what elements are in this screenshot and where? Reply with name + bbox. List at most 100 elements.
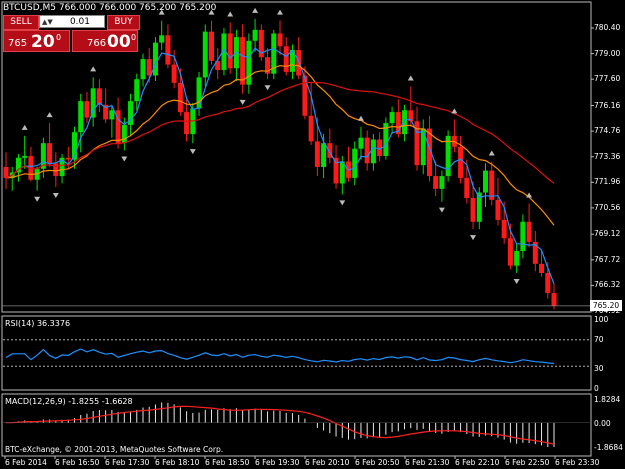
candle-body (358, 137, 364, 149)
candle-body (152, 42, 158, 76)
ma-21-line (5, 64, 555, 226)
buy-price-pips: 00 (107, 32, 131, 52)
buy-button[interactable]: BUY (107, 15, 140, 30)
candle-body (177, 82, 183, 113)
candle-body (364, 137, 370, 164)
candle-body (514, 251, 520, 266)
fractal-down-icon (52, 193, 59, 199)
candle-body (246, 40, 252, 85)
sell-price-pips: 20 (31, 32, 55, 52)
time-tick-label: 6 Feb 21:30 (405, 458, 450, 467)
candle-body (507, 238, 513, 266)
lot-size-value: 0.01 (69, 17, 90, 27)
candle-body (439, 176, 445, 189)
price-tick-label: 774.76 (594, 126, 621, 136)
rsi-label: RSI(14) 36.3376 (5, 319, 71, 328)
candle-body (134, 79, 140, 102)
candle-body (352, 148, 358, 178)
sell-button[interactable]: SELL (3, 15, 39, 30)
fractal-down-icon (239, 99, 246, 105)
fractal-down-icon (470, 235, 477, 241)
rsi-level-30: 30 (594, 364, 604, 373)
candle-body (296, 49, 302, 76)
time-tick-label: 6 Feb 22:50 (505, 458, 550, 467)
candle-body (209, 31, 214, 61)
candle-body (128, 101, 134, 125)
candle-body (221, 33, 227, 71)
ma-fast-line (5, 47, 555, 285)
fractal-up-icon (208, 9, 215, 15)
candle-body (464, 177, 470, 199)
fractal-down-icon (264, 85, 271, 91)
candle-body (308, 115, 314, 142)
candle-body (420, 128, 426, 166)
time-tick-label: 6 Feb 20:50 (355, 458, 400, 467)
candle-body (545, 272, 551, 294)
sell-price-fraction: 0 (56, 33, 62, 42)
rsi-panel-frame (1, 315, 592, 391)
current-price-label: 765.20 (590, 300, 622, 311)
macd-level-bottom: -1.8684 (594, 443, 623, 452)
candle-body (283, 46, 289, 72)
ma-50-line (5, 81, 555, 184)
sell-price-base: 765 (8, 38, 28, 49)
candle-body (72, 132, 77, 160)
fractal-up-icon (451, 108, 458, 114)
candle-body (84, 101, 90, 118)
candle-body (476, 192, 482, 222)
chart-title: BTCUSD,M5 766.000 766.000 765.200 765.20… (3, 3, 217, 13)
candle-body (215, 60, 221, 71)
fractal-down-icon (438, 207, 445, 213)
candle-body (321, 143, 327, 167)
candle-body (47, 143, 53, 164)
macd-signal-line (5, 405, 555, 445)
rsi-level-0: 0 (594, 384, 599, 393)
candle-body (15, 157, 21, 173)
candle-body (302, 75, 308, 116)
macd-level-top: 1.8284 (594, 395, 621, 404)
candle-body (489, 170, 495, 200)
candle-body (370, 139, 376, 164)
candle-body (28, 155, 34, 180)
fractal-up-icon (227, 11, 234, 17)
fractal-up-icon (488, 150, 495, 156)
fractal-up-icon (21, 124, 28, 130)
candle-body (408, 110, 414, 122)
candle-body (171, 64, 177, 83)
fractal-up-icon (46, 112, 53, 118)
candle-body (40, 143, 46, 169)
candle-body (196, 77, 202, 109)
candle-body (395, 112, 401, 135)
buy-price-quote[interactable]: 766 00 0 (72, 30, 138, 52)
fractal-up-icon (357, 115, 364, 121)
candle-body (314, 141, 320, 167)
candle-body (3, 166, 9, 178)
price-tick-label: 776.16 (594, 100, 621, 110)
lot-size-input[interactable]: ▲▼ 0.01 (39, 15, 105, 28)
candle-body (414, 121, 420, 166)
time-tick-label: 6 Feb 16:50 (55, 458, 100, 467)
candle-body (90, 88, 96, 118)
time-tick-label: 6 Feb 23:30 (555, 458, 600, 467)
candle-body (470, 198, 476, 222)
candle-body (532, 241, 538, 264)
lot-stepper-icon[interactable]: ▲▼ (42, 18, 53, 26)
price-tick-label: 769.12 (594, 229, 621, 239)
sell-price-quote[interactable]: 765 20 0 (3, 30, 70, 52)
candle-body (165, 35, 171, 65)
fractal-up-icon (158, 9, 165, 15)
candle-body (445, 135, 451, 177)
time-tick-label: 6 Feb 20:10 (305, 458, 350, 467)
candle-body (103, 104, 109, 120)
buy-price-base: 766 (87, 38, 107, 49)
candle-body (271, 33, 277, 74)
candle-body (551, 293, 557, 306)
candle-body (202, 31, 208, 78)
candle-body (115, 110, 121, 144)
candle-body (121, 124, 127, 144)
fractal-down-icon (121, 156, 128, 162)
time-tick-label: 6 Feb 2014 (5, 458, 47, 467)
time-tick-label: 6 Feb 22:10 (455, 458, 500, 467)
fractal-down-icon (34, 196, 41, 202)
